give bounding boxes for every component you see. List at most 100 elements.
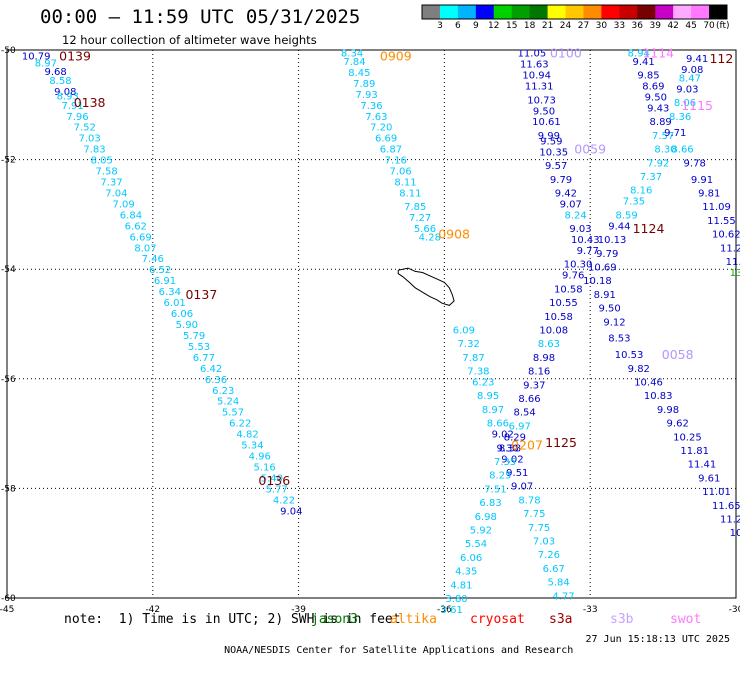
footer-source-line: NOAA/NESDIS Center for Satellite Applica… (200, 634, 730, 678)
data-point-label: 6.23 (212, 386, 234, 397)
data-point-label: 6.01 (164, 298, 186, 309)
colorbar-swatch (565, 5, 584, 19)
data-point-label: 5.66 (414, 224, 436, 235)
figure: 00:00 – 11:59 UTC 05/31/2025 12 hour col… (0, 4, 740, 656)
data-point-label: 8.34 (341, 49, 363, 60)
data-point-label: 10.55 (549, 298, 578, 309)
data-point-label: 7.35 (494, 457, 516, 468)
y-tick-label: -60 (1, 594, 16, 604)
data-point-label: 4.35 (455, 567, 477, 578)
data-point-label: 11.2 (720, 515, 740, 526)
data-point-label: 9.51 (506, 468, 528, 479)
data-point-label: 9.30 (496, 443, 518, 454)
pass-label: 0059 (574, 142, 606, 157)
colorbar-swatch (547, 5, 567, 19)
data-point-label: 9.68 (44, 67, 66, 78)
data-point-label: 7.32 (458, 339, 480, 350)
data-point-label: 5.24 (217, 397, 239, 408)
data-point-label: 9.03 (676, 84, 698, 95)
data-point-label: 6.91 (154, 276, 176, 287)
data-point-label: 9.04 (280, 506, 302, 517)
data-point-label: 7.83 (83, 145, 105, 156)
data-point-label: 3.80 (445, 594, 467, 605)
data-point-label: 9.50 (645, 93, 667, 104)
colorbar-tick-label: 18 (523, 21, 536, 31)
data-point-label: 8.45 (348, 68, 370, 79)
data-point-label: 8.94 (628, 49, 650, 60)
colorbar-swatch (475, 5, 495, 19)
data-point-label: 8.06 (674, 98, 696, 109)
data-point-label: 3.61 (441, 605, 463, 616)
data-point-label: 8.54 (513, 408, 535, 419)
data-point-label: 6.67 (543, 564, 565, 575)
data-point-label: 9.07 (560, 199, 582, 210)
data-point-label: 10.25 (673, 432, 702, 443)
data-point-label: 6.98 (475, 512, 497, 523)
data-point-label: 7.91 (61, 101, 83, 112)
footer-note: note: 1) Time is in UTC; 2) SWH is in fe… (64, 612, 401, 627)
colorbar-swatch (422, 5, 441, 19)
data-point-label: 7.37 (640, 172, 662, 183)
data-point-label: 8.29 (504, 432, 526, 443)
colorbar-frame (421, 4, 728, 20)
data-point-label: 9.82 (628, 364, 650, 375)
data-point-label: 11.55 (707, 216, 736, 227)
data-point-label: 7.92 (647, 158, 669, 169)
data-point-label: 7.85 (404, 202, 426, 213)
data-point-label: 6.09 (453, 325, 475, 336)
data-point-label: 9.76 (562, 271, 584, 282)
pass-label: 0137 (185, 287, 217, 302)
data-point-label: 11. (726, 257, 740, 268)
data-point-label: 9.91 (691, 175, 713, 186)
pass-label: 1115 (681, 98, 713, 113)
data-point-label: 6.23 (472, 378, 494, 389)
data-point-label: 10.43 (571, 235, 600, 246)
data-point-label: 10.62 (712, 230, 740, 241)
data-point-label: 11.2 (720, 243, 740, 254)
data-point-label: 10.83 (644, 391, 673, 402)
data-point-label: 5.53 (188, 342, 210, 353)
data-point-label: 7.57 (652, 131, 674, 142)
data-point-label: 7.09 (113, 199, 135, 210)
data-point-label: 9.50 (599, 304, 621, 315)
data-point-label: 9.43 (647, 104, 669, 115)
colorbar-swatch (691, 5, 710, 19)
data-point-label: 9.57 (545, 161, 567, 172)
y-tick-label: -56 (1, 375, 16, 385)
data-point-label: 6.42 (200, 364, 222, 375)
data-point-label: 6.69 (375, 134, 397, 145)
pass-label: 0908 (438, 227, 470, 242)
data-point-label: 8.69 (642, 82, 664, 93)
colorbar-swatch (529, 5, 549, 19)
data-point-label: 9.98 (657, 405, 679, 416)
data-point-label: 7.37 (100, 178, 122, 189)
data-point-label: 10.08 (539, 325, 568, 336)
data-point-label: 13 (730, 268, 740, 279)
data-point-label: 9.02 (501, 454, 523, 465)
data-point-label: 4.96 (249, 452, 271, 463)
colorbar-tick-label: 39 (649, 21, 661, 31)
colorbar-swatch (637, 5, 656, 19)
colorbar-swatch (709, 5, 728, 19)
colorbar-tick-label: 6 (455, 21, 461, 31)
data-point-label: 6.84 (120, 210, 142, 221)
data-point-label: 7.36 (360, 101, 382, 112)
chart-plot: -45 -42 -39 -36 -33 -30 -50 -52 -54 -56 -58 -60 10.7… (0, 46, 740, 616)
data-point-label: 6.69 (130, 232, 152, 243)
data-point-label: 8.07 (134, 243, 156, 254)
data-point-label: 8.97 (482, 405, 504, 416)
data-point-label: 9.41 (686, 54, 708, 65)
y-tick-label: -52 (1, 156, 16, 166)
data-point-label: 5.84 (547, 578, 569, 589)
data-point-label: 8.66 (487, 419, 509, 430)
colorbar-tick-label: 27 (577, 21, 590, 31)
data-point-label: 10.53 (615, 350, 644, 361)
data-point-label: 8.97 (35, 59, 57, 70)
data-point-label: 8.91 (594, 290, 616, 301)
colorbar-tick-label: 30 (595, 21, 608, 31)
data-point-label: 5.57 (222, 408, 244, 419)
data-point-label: 10.58 (544, 312, 573, 323)
data-point-label: 8.53 (608, 334, 630, 345)
pass-label: 0139 (59, 48, 91, 63)
data-point-label: 9.02 (492, 430, 514, 441)
